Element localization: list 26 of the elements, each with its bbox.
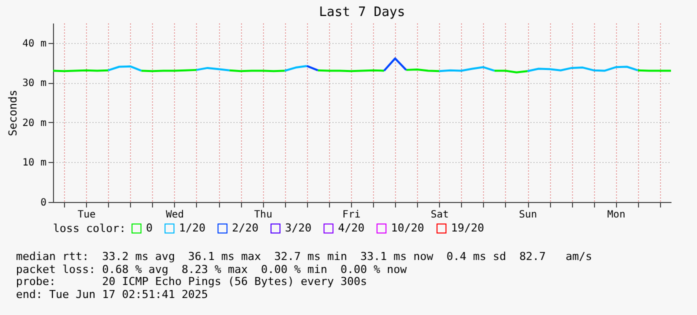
x-tick-label: Sat [430,210,449,220]
x-tick-label: Fri [342,210,360,220]
legend-label: 10/20 [391,222,424,235]
x-tick-label: Wed [166,210,184,220]
legend-label: 19/20 [451,222,484,235]
x-tick-label: Thu [254,210,272,220]
legend-label: 2/20 [232,222,258,235]
y-tick-label: 40 m [22,38,46,50]
y-tick-label: 10 m [22,158,46,169]
text: packet loss: 0.68 % avg 8.23 % max 0.00 % min 0.00 % now [16,262,408,276]
y-tick-label: 30 m [22,78,46,90]
text: probe: 20 ICMP Echo Pings (56 Bytes) every 300s [16,275,368,288]
legend-label: 4/20 [338,222,364,235]
text: median rtt: 33.2 ms avg 36.1 ms max 32.7 ms min 33.1 ms now 0.4 ms sd 82.7 am/s [16,250,594,264]
y-tick-label: 20 m [22,118,46,129]
legend-label: 3/20 [285,222,312,235]
chart-title: Last 7 Days [318,5,406,20]
text: end: Tue Jun 17 02:51:41 2025 [16,288,210,301]
x-tick-label: Tue [78,210,96,220]
x-tick-label: Sun [519,210,538,220]
legend-title: loss color: [53,222,126,235]
y-axis-title: Seconds [6,90,20,136]
legend-label: 1/20 [179,222,206,235]
x-tick-label: Mon [607,210,626,220]
legend-label: 0 [146,222,153,235]
y-tick-label: 0 [40,198,46,208]
